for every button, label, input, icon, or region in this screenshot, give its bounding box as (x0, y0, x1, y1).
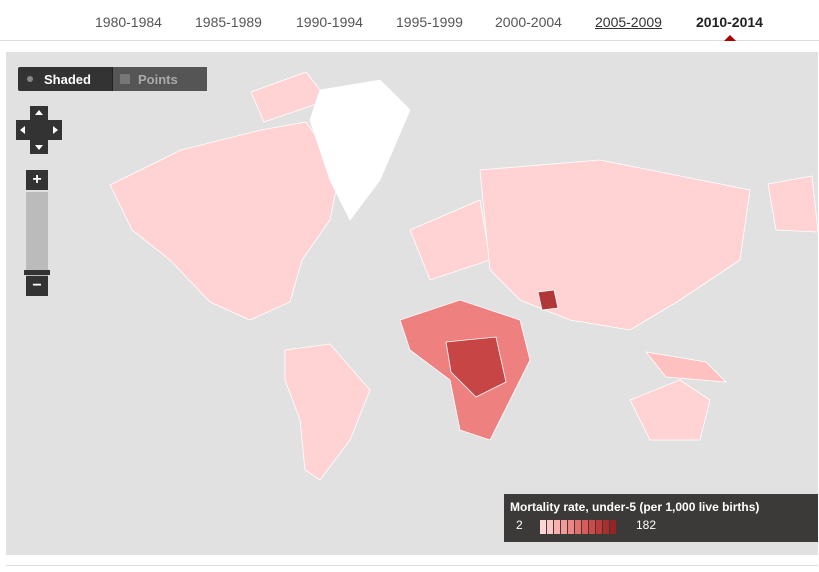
active-marker (724, 35, 736, 41)
period-tab[interactable]: 1990-1994 (296, 14, 363, 30)
zoom-in[interactable]: + (26, 170, 48, 190)
land (409, 199, 491, 281)
period-tab[interactable]: 1980-1984 (95, 14, 162, 30)
view-toggle: Shaded Points (18, 67, 207, 91)
world-map (109, 71, 818, 481)
period-tab[interactable]: 2010-2014 (696, 14, 763, 30)
land (537, 289, 559, 311)
period-tab[interactable]: 2000-2004 (495, 14, 562, 30)
land (645, 351, 728, 383)
map[interactable]: Shaded Points + − Mortality rate, under-… (6, 52, 818, 555)
land (767, 175, 818, 233)
period-tab[interactable]: 1995-1999 (396, 14, 463, 30)
land (629, 379, 711, 441)
legend-min: 2 (516, 518, 523, 532)
legend: Mortality rate, under-5 (per 1,000 live … (504, 494, 818, 542)
pan-control[interactable] (16, 106, 62, 154)
period-tabs: 1980-1984 1985-1989 1990-1994 1995-1999 … (0, 0, 819, 41)
land (284, 343, 371, 481)
land (109, 121, 341, 321)
period-tab[interactable]: 2005-2009 (595, 14, 662, 30)
period-tab[interactable]: 1985-1989 (195, 14, 262, 30)
legend-scale (540, 520, 616, 534)
legend-max: 182 (636, 518, 657, 532)
footer-edge (6, 565, 818, 572)
zoom-out[interactable]: − (26, 276, 48, 296)
zoom-handle[interactable] (24, 270, 50, 275)
points-button[interactable]: Points (138, 72, 178, 87)
land (309, 79, 411, 221)
shaded-button[interactable]: Shaded (44, 72, 91, 87)
shaded-icon (27, 76, 33, 82)
zoom-slider[interactable] (26, 192, 48, 276)
land (479, 159, 751, 331)
land (445, 336, 507, 398)
legend-title: Mortality rate, under-5 (per 1,000 live … (510, 500, 760, 514)
points-icon (120, 74, 130, 84)
